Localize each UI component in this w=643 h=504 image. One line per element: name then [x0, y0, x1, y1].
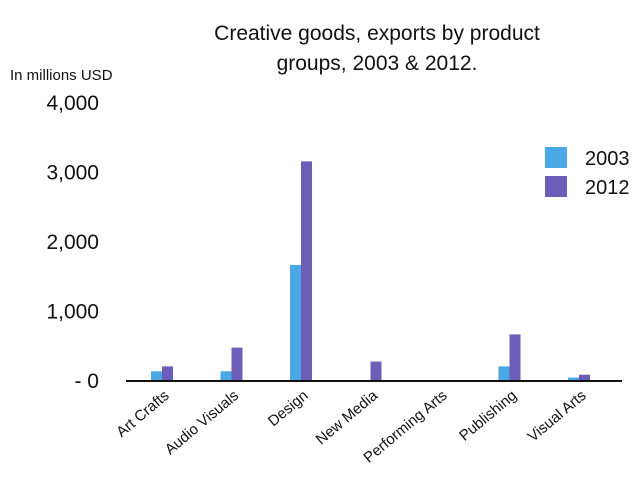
y-tick-label: 3,000	[46, 162, 99, 185]
bar-2003-art-crafts	[151, 371, 162, 381]
y-axis-ticks: - 0 1,000 2,000 3,000 4,000	[46, 92, 99, 393]
bar-2003-design	[290, 264, 301, 381]
bars	[151, 161, 590, 381]
bar-2012-visual-arts	[579, 374, 590, 381]
x-tick-label: Design	[265, 387, 312, 430]
bar-2012-publishing	[509, 334, 521, 381]
bar-2012-new-media	[370, 361, 382, 381]
legend-label-2003: 2003	[585, 148, 630, 170]
legend-swatch-2003	[545, 147, 567, 168]
legend: 2003 2012	[545, 147, 630, 199]
bar-2003-publishing	[498, 366, 510, 381]
y-tick-label: 2,000	[46, 231, 99, 254]
legend-label-2012: 2012	[585, 177, 630, 199]
y-tick-label: 1,000	[46, 301, 99, 324]
bar-2012-design	[301, 161, 312, 381]
legend-swatch-2012	[545, 176, 567, 197]
x-tick-label: Publishing	[456, 387, 520, 445]
x-tick-label: New Media	[313, 387, 382, 449]
bar-2012-art-crafts	[162, 366, 173, 381]
unit-label: In millions USD	[10, 67, 113, 84]
chart-title-line-2: groups, 2003 & 2012.	[277, 52, 478, 75]
x-tick-label: Audio Visuals	[162, 387, 242, 458]
y-tick-label: 4,000	[46, 92, 99, 115]
y-tick-label: - 0	[74, 370, 99, 393]
chart-title-line-1: Creative goods, exports by product	[214, 22, 540, 45]
bar-2003-audio-visuals	[220, 371, 232, 381]
x-tick-label: Visual Arts	[525, 387, 590, 445]
bar-2012-audio-visuals	[231, 347, 243, 381]
x-tick-label: Art Crafts	[113, 387, 172, 441]
bar-2003-visual-arts	[568, 377, 579, 381]
